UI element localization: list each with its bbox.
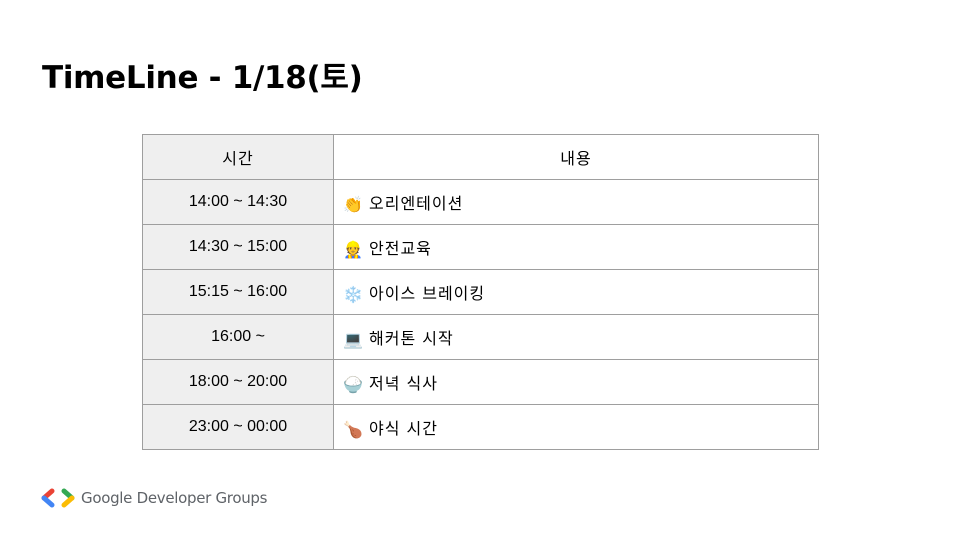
content-cell: ❄️ 아이스 브레이킹 xyxy=(333,269,819,315)
gdg-logo-text: Google Developer Groups xyxy=(81,489,268,507)
header-content: 내용 xyxy=(333,134,819,180)
time-cell: 15:15 ~ 16:00 xyxy=(142,269,334,315)
content-cell: 👏 오리엔테이션 xyxy=(333,179,819,225)
laptop-icon: 💻 xyxy=(343,330,364,349)
slide-title: TimeLine - 1/18(토) xyxy=(42,60,363,96)
table-row: 14:00 ~ 14:30 👏 오리엔테이션 xyxy=(142,179,819,225)
content-cell: 💻 해커톤 시작 xyxy=(333,314,819,360)
activity-label: 안전교육 xyxy=(369,239,432,258)
content-cell: 🍗 야식 시간 xyxy=(333,404,819,450)
chicken-leg-icon: 🍗 xyxy=(343,420,364,439)
time-cell: 16:00 ~ xyxy=(142,314,334,360)
table-row: 23:00 ~ 00:00 🍗 야식 시간 xyxy=(142,404,819,450)
table-header-row: 시간 내용 xyxy=(142,134,819,180)
activity-label: 야식 시간 xyxy=(369,419,438,438)
activity-label: 해커톤 시작 xyxy=(369,329,454,348)
timeline-table: 시간 내용 14:00 ~ 14:30 👏 오리엔테이션 14:30 ~ 15:0… xyxy=(142,134,819,450)
time-cell: 14:30 ~ 15:00 xyxy=(142,224,334,270)
gdg-logo: Google Developer Groups xyxy=(41,487,267,509)
time-cell: 18:00 ~ 20:00 xyxy=(142,359,334,405)
activity-label: 오리엔테이션 xyxy=(369,194,464,213)
time-cell: 23:00 ~ 00:00 xyxy=(142,404,334,450)
table-row: 18:00 ~ 20:00 🍚 저녁 식사 xyxy=(142,359,819,405)
activity-label: 저녁 식사 xyxy=(369,374,438,393)
content-cell: 🍚 저녁 식사 xyxy=(333,359,819,405)
time-cell: 14:00 ~ 14:30 xyxy=(142,179,334,225)
construction-worker-icon: 👷 xyxy=(343,240,364,259)
activity-label: 아이스 브레이킹 xyxy=(369,284,486,303)
snowflake-icon: ❄️ xyxy=(343,285,364,304)
header-time: 시간 xyxy=(142,134,334,180)
content-cell: 👷 안전교육 xyxy=(333,224,819,270)
table-row: 14:30 ~ 15:00 👷 안전교육 xyxy=(142,224,819,270)
table-row: 15:15 ~ 16:00 ❄️ 아이스 브레이킹 xyxy=(142,269,819,315)
clapping-hands-icon: 👏 xyxy=(343,195,364,214)
gdg-brackets-icon xyxy=(41,488,75,508)
table-row: 16:00 ~ 💻 해커톤 시작 xyxy=(142,314,819,360)
rice-bowl-icon: 🍚 xyxy=(343,375,364,394)
